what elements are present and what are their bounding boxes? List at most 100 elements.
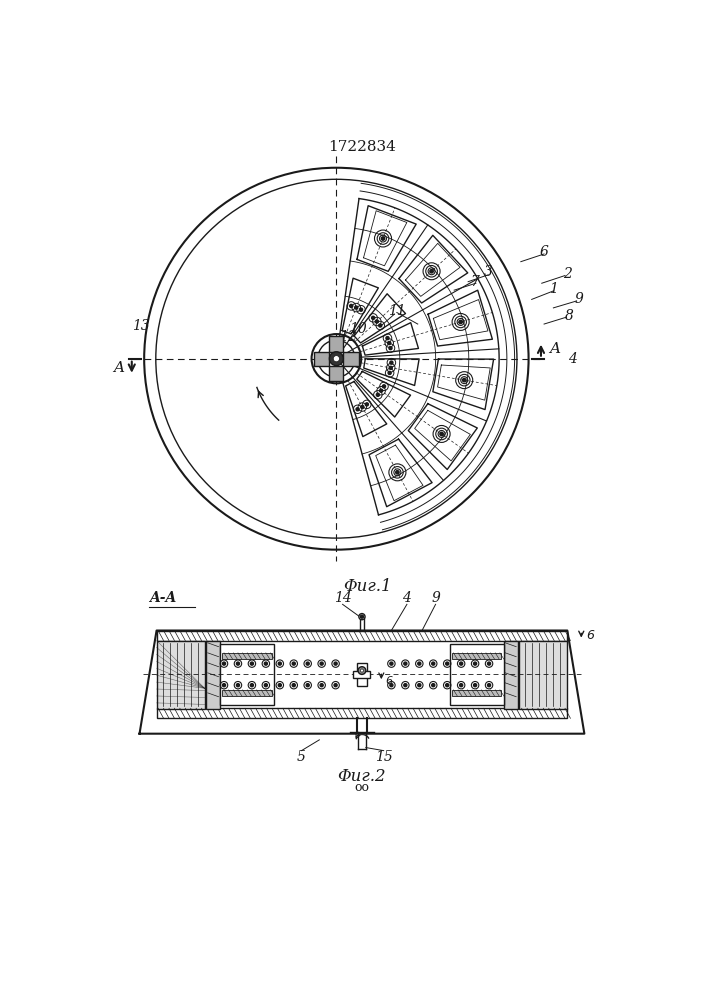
Bar	[156, 708, 567, 718]
Circle shape	[350, 304, 353, 307]
Circle shape	[386, 337, 389, 340]
Circle shape	[445, 662, 449, 665]
Circle shape	[488, 684, 491, 687]
Circle shape	[460, 684, 462, 687]
Text: 6: 6	[385, 676, 392, 686]
Circle shape	[334, 662, 337, 665]
Text: Φиг.2: Φиг.2	[338, 768, 386, 785]
Circle shape	[382, 385, 385, 388]
Bar	[220, 644, 274, 705]
Bar	[452, 690, 501, 696]
Bar	[354, 671, 370, 678]
Text: 4: 4	[568, 352, 577, 366]
Circle shape	[320, 684, 323, 687]
Circle shape	[264, 684, 267, 687]
Text: 11: 11	[388, 304, 406, 318]
Bar	[223, 653, 272, 659]
Text: 8: 8	[564, 309, 573, 323]
Circle shape	[250, 684, 253, 687]
Circle shape	[355, 306, 358, 309]
Circle shape	[356, 408, 359, 411]
Text: 6: 6	[539, 245, 549, 259]
Text: 9: 9	[575, 292, 583, 306]
Circle shape	[388, 371, 391, 374]
Circle shape	[279, 662, 281, 665]
Bar	[329, 336, 344, 352]
Circle shape	[379, 324, 382, 327]
Circle shape	[459, 320, 462, 324]
Circle shape	[376, 393, 380, 396]
Text: Φиг.1: Φиг.1	[343, 578, 392, 595]
Circle shape	[358, 667, 366, 674]
Text: 1: 1	[549, 282, 558, 296]
Circle shape	[306, 662, 309, 665]
Bar	[206, 641, 220, 709]
Text: 6: 6	[586, 629, 594, 642]
Circle shape	[474, 684, 477, 687]
Circle shape	[445, 684, 449, 687]
Circle shape	[329, 352, 344, 366]
Circle shape	[390, 684, 393, 687]
Bar	[519, 641, 567, 709]
Circle shape	[292, 662, 296, 665]
Circle shape	[361, 669, 363, 672]
Text: 15: 15	[375, 750, 392, 764]
Bar	[344, 352, 359, 366]
Circle shape	[432, 684, 435, 687]
Circle shape	[460, 662, 462, 665]
Circle shape	[418, 684, 421, 687]
Text: 10: 10	[349, 322, 367, 336]
Circle shape	[292, 684, 296, 687]
Circle shape	[359, 614, 365, 620]
Bar	[504, 641, 518, 709]
Bar	[156, 631, 567, 641]
Bar	[356, 663, 368, 686]
Bar	[452, 653, 501, 659]
Circle shape	[381, 237, 385, 240]
Circle shape	[320, 662, 323, 665]
Text: 5: 5	[297, 750, 306, 764]
Circle shape	[333, 356, 339, 362]
Text: 4: 4	[402, 591, 411, 605]
Circle shape	[380, 389, 382, 392]
Circle shape	[223, 662, 226, 665]
Circle shape	[390, 366, 392, 369]
Circle shape	[264, 662, 267, 665]
Circle shape	[390, 361, 393, 364]
Circle shape	[279, 684, 281, 687]
Text: A: A	[113, 361, 124, 375]
Circle shape	[418, 662, 421, 665]
Circle shape	[306, 684, 309, 687]
Bar	[450, 644, 504, 705]
Circle shape	[366, 403, 368, 406]
Text: 14: 14	[334, 591, 351, 605]
Circle shape	[375, 320, 378, 323]
Circle shape	[361, 406, 364, 409]
Circle shape	[372, 316, 375, 319]
Circle shape	[389, 347, 392, 350]
Bar	[314, 352, 329, 366]
Circle shape	[236, 684, 240, 687]
Circle shape	[250, 662, 253, 665]
Circle shape	[432, 662, 435, 665]
Circle shape	[387, 342, 391, 345]
Circle shape	[396, 471, 399, 474]
Circle shape	[404, 684, 407, 687]
Text: 1722834: 1722834	[328, 140, 396, 154]
Circle shape	[223, 684, 226, 687]
Text: оо: оо	[354, 781, 370, 794]
Text: A-A: A-A	[149, 591, 176, 605]
Text: 13: 13	[132, 319, 150, 333]
Circle shape	[334, 684, 337, 687]
Circle shape	[440, 432, 443, 436]
Circle shape	[236, 662, 240, 665]
Circle shape	[404, 662, 407, 665]
Circle shape	[430, 270, 433, 273]
Bar	[223, 690, 272, 696]
Text: A: A	[549, 342, 560, 356]
Circle shape	[462, 378, 466, 382]
Bar	[156, 641, 204, 709]
Text: 7: 7	[470, 275, 479, 289]
Circle shape	[359, 308, 363, 311]
Text: 3: 3	[484, 265, 493, 279]
